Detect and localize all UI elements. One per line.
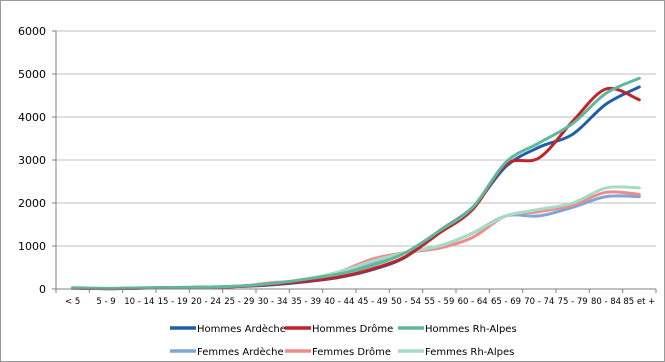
x-tick-label: 80 - 84 — [591, 297, 621, 307]
series-line-2 — [71, 76, 641, 290]
gridlines — [56, 30, 656, 247]
x-tick-label: 75 - 79 — [558, 297, 588, 307]
x-tick-label: 40 - 44 — [324, 297, 354, 307]
x-tick-label: 50 - 54 — [391, 297, 421, 307]
legend-item: Femmes Drôme — [285, 346, 391, 358]
legend-item: Femmes Rh-Alpes — [398, 347, 514, 358]
y-axis-ticks: 0 1000 2000 3000 4000 5000 6000 — [18, 25, 46, 296]
legend-label: Femmes Rh-Alpes — [425, 347, 514, 358]
x-tick-label: 10 - 14 — [124, 297, 154, 307]
legend-label: Hommes Rh-Alpes — [425, 324, 517, 335]
y-tick-label: 6000 — [18, 25, 46, 38]
legend-item: Femmes Ardèche — [170, 346, 284, 358]
x-tick-label: 70 - 74 — [524, 297, 554, 307]
x-tick-label: 25 - 29 — [224, 297, 254, 307]
legend-label: Femmes Ardèche — [197, 346, 284, 358]
x-tick-label: 55 - 59 — [424, 297, 454, 307]
y-tick-label: 4000 — [18, 111, 46, 124]
x-tick-label: 20 - 24 — [191, 297, 221, 307]
legend: Hommes Ardèche Hommes Drôme Hommes Rh-Alpe… — [170, 323, 517, 358]
x-tick-label: 15 - 19 — [158, 297, 188, 307]
x-tick-label: < 5 — [65, 297, 80, 307]
x-tick-label: 60 - 64 — [458, 297, 488, 307]
x-tick-label: 65 - 69 — [491, 297, 521, 307]
x-tick-label: 35 - 39 — [291, 297, 321, 307]
x-tick-label: 45 - 49 — [358, 297, 388, 307]
legend-label: Femmes Drôme — [312, 346, 391, 358]
legend-item: Hommes Ardèche — [170, 323, 286, 335]
x-tick-label: 5 - 9 — [96, 297, 115, 307]
y-tick-label: 3000 — [18, 154, 46, 167]
y-tick-label: 0 — [39, 283, 46, 296]
legend-item: Hommes Drôme — [285, 323, 393, 335]
axes — [52, 30, 657, 293]
legend-label: Hommes Drôme — [312, 323, 393, 335]
y-tick-label: 2000 — [18, 197, 46, 210]
y-tick-label: 1000 — [18, 240, 46, 253]
legend-label: Hommes Ardèche — [197, 323, 286, 335]
x-tick-label: 85 et + — [623, 297, 655, 307]
y-tick-label: 5000 — [18, 68, 46, 81]
legend-item: Hommes Rh-Alpes — [398, 324, 517, 335]
series-line-1 — [71, 86, 641, 291]
x-tick-label: 30 - 34 — [258, 297, 288, 307]
series-lines — [71, 76, 641, 291]
x-axis-ticks: < 5 5 - 9 10 - 14 15 - 19 20 - 24 25 - 29 30 -… — [65, 297, 655, 307]
